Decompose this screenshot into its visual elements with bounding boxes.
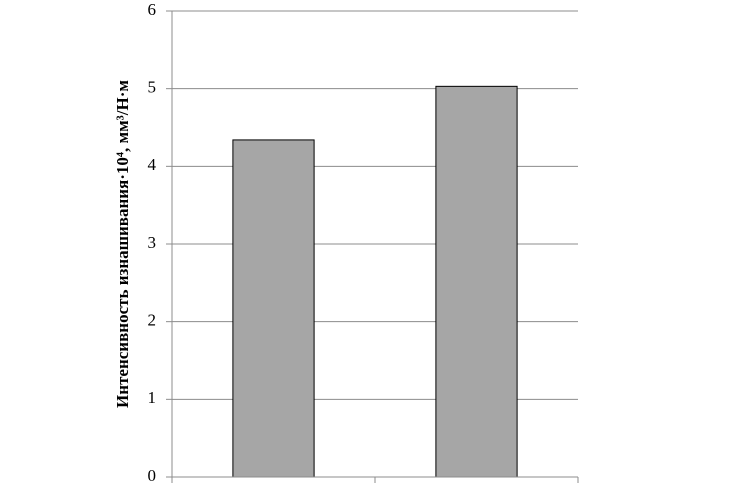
- y-tick-label: 2: [148, 311, 157, 330]
- y-tick-label: 4: [148, 155, 157, 174]
- bar: [232, 139, 315, 478]
- bar: [435, 85, 518, 478]
- y-tick-label: 0: [148, 466, 157, 485]
- y-axis-title: Интенсивность изнашивания·10⁴, мм³/Н·м: [113, 80, 132, 408]
- y-tick-label: 3: [148, 233, 157, 252]
- y-tick-label: 1: [148, 388, 157, 407]
- y-tick-label: 6: [148, 0, 157, 19]
- y-tick-label: 5: [148, 78, 157, 97]
